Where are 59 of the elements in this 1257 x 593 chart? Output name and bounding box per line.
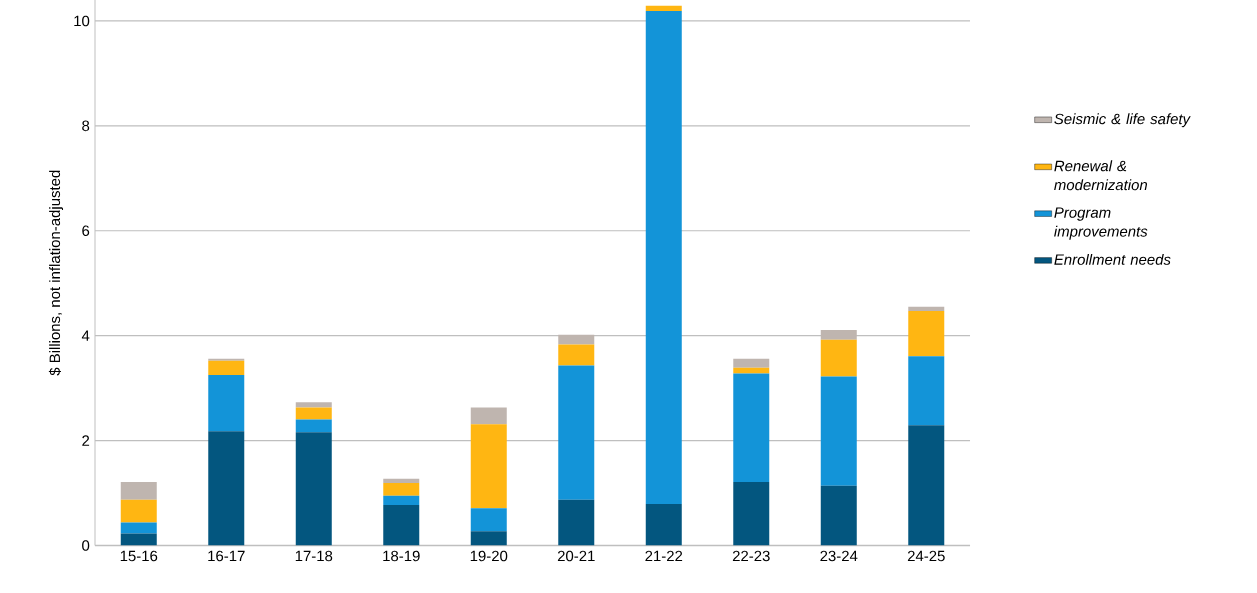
- y-axis-title: $ Billions, not inflation-adjusted: [48, 170, 64, 376]
- bar: [470, 531, 507, 546]
- x-tick-label: 18-19: [383, 550, 420, 562]
- y-tick-label: 2: [82, 435, 90, 446]
- bar: [558, 365, 595, 500]
- bar: [908, 425, 945, 546]
- bar: [470, 407, 507, 425]
- bar: [383, 483, 420, 496]
- bar: [120, 533, 157, 546]
- bar: [820, 485, 857, 546]
- bar: [120, 482, 157, 500]
- x-tick-label: 23-24: [820, 550, 858, 562]
- y-tick-label: 8: [82, 120, 90, 132]
- y-tick-label: 10: [74, 15, 90, 27]
- legend-label: Program improvements: [1054, 207, 1148, 240]
- bar: [120, 522, 157, 534]
- legend-label: Renewal & modernization: [1054, 160, 1148, 191]
- bar: [908, 311, 945, 357]
- bar: [208, 360, 245, 376]
- bar: [820, 339, 857, 377]
- bar: [470, 424, 507, 509]
- bar: [558, 344, 595, 366]
- bar: [295, 432, 332, 546]
- bar: [908, 306, 945, 312]
- bar: [120, 499, 157, 523]
- bar: [558, 334, 595, 345]
- bar: [820, 376, 857, 486]
- bar: [470, 508, 507, 532]
- bar: [383, 495, 420, 506]
- bar: [295, 402, 332, 408]
- bar: [908, 356, 945, 426]
- x-tick-label: 22-23: [732, 550, 770, 562]
- x-tick-label: 17-18: [295, 550, 333, 562]
- x-tick-label: 16-17: [208, 550, 245, 562]
- x-tick-label: 21-22: [645, 550, 683, 562]
- bar: [208, 431, 245, 546]
- y-tick-label: 4: [81, 330, 90, 341]
- y-tick-label: 6: [82, 225, 90, 237]
- bar: [208, 375, 245, 432]
- legend-label: Seismic & life safety: [1054, 113, 1191, 128]
- bar: [383, 478, 420, 484]
- x-tick-label: 24-25: [907, 550, 945, 562]
- bar: [645, 5, 682, 11]
- x-tick-label: 15-16: [120, 550, 158, 562]
- bar: [733, 482, 770, 546]
- bar: [733, 358, 770, 368]
- bar: [295, 407, 332, 420]
- bar: [383, 505, 420, 546]
- bar: [558, 499, 595, 546]
- x-tick-label: 20-21: [557, 550, 595, 562]
- bar: [645, 504, 682, 546]
- bar: [820, 329, 857, 340]
- bar: [208, 358, 245, 361]
- x-tick-label: 19-20: [470, 550, 508, 562]
- bar: [645, 11, 682, 505]
- bar: [733, 373, 770, 483]
- legend-label: Enrollment needs: [1054, 253, 1171, 265]
- y-tick-label: 0: [82, 540, 90, 551]
- bar: [295, 419, 332, 433]
